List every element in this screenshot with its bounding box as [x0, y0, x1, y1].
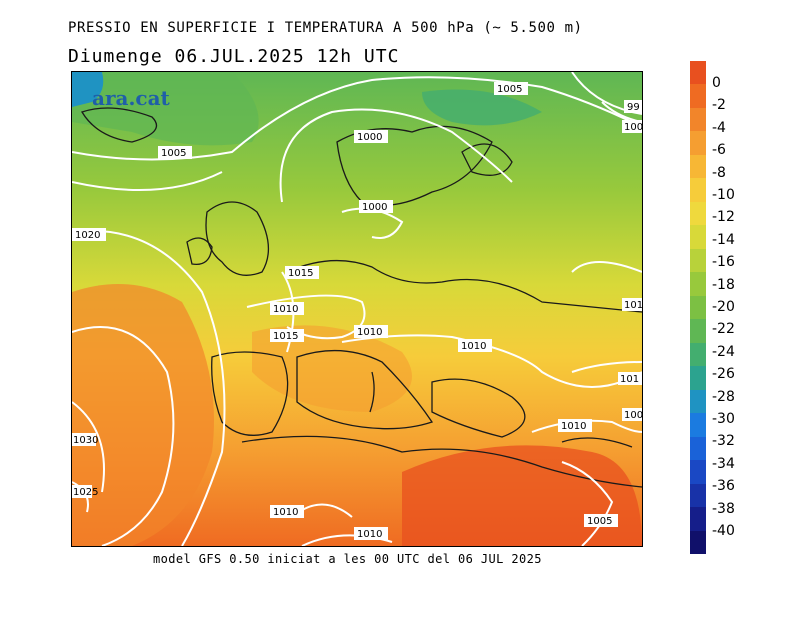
isobar-label: 101: [620, 374, 639, 385]
weather-map: 1005 1000 1005 1000 1020 1015 1010 1015 …: [71, 71, 643, 547]
colorbar-label: -6: [712, 142, 726, 159]
isobar-label: 1015: [273, 331, 298, 342]
temperature-colorbar: [690, 61, 706, 555]
colorbar-label: -40: [712, 523, 735, 539]
isobar-label: 1010: [357, 327, 382, 338]
cold-zone-north-sea: [422, 89, 542, 126]
colorbar-segment: [690, 483, 706, 508]
colorbar-label: -16: [712, 254, 735, 271]
colorbar-segment: [690, 107, 706, 132]
colorbar-segment: [690, 201, 706, 226]
colorbar-segment: [690, 225, 706, 250]
warm-zone-atlantic: [72, 284, 214, 546]
colorbar-segment: [690, 61, 706, 85]
cold-zone-north: [72, 72, 259, 146]
colorbar-segment: [690, 342, 706, 367]
colorbar-label: -4: [712, 119, 726, 136]
isobar-label: 1005: [587, 516, 612, 527]
colorbar-label: -8: [712, 164, 726, 181]
isobar-label: 101: [624, 300, 642, 311]
colorbar-label: -36: [712, 478, 735, 495]
colorbar-label: -10: [712, 187, 735, 203]
isobar-label: 100: [624, 122, 642, 133]
colorbar-segment: [690, 319, 706, 344]
isobar-label: 1030: [73, 435, 98, 446]
isobar-label: 1005: [161, 148, 186, 159]
colorbar-segment: [690, 436, 706, 461]
model-run-info: model GFS 0.50 iniciat a les 00 UTC del …: [153, 552, 542, 566]
isobar-label: 1025: [73, 487, 98, 498]
colorbar-label: -22: [712, 321, 735, 338]
coastlines: [81, 107, 642, 488]
isobar-label: 1005: [497, 84, 522, 95]
colorbar-label: -24: [712, 343, 735, 360]
map-canvas: 1005 1000 1005 1000 1020 1015 1010 1015 …: [72, 72, 642, 546]
isobar-label: 1000: [357, 132, 382, 143]
colorbar-segment: [690, 295, 706, 320]
map-date: Diumenge 06.JUL.2025 12h UTC: [68, 46, 400, 67]
isobar-label: 100: [624, 410, 642, 421]
isobar-label: 99: [627, 102, 640, 113]
colorbar-label: -12: [712, 209, 735, 226]
colorbar-segment: [690, 507, 706, 532]
colorbar-label: -28: [712, 388, 735, 405]
warm-zone-iberia: [252, 325, 412, 412]
colorbar-label: 0: [712, 75, 721, 91]
isobar-label: 1010: [461, 341, 486, 352]
map-title: PRESSIO EN SUPERFICIE I TEMPERATURA A 50…: [68, 20, 583, 36]
isobar-label: 1020: [75, 230, 100, 241]
colorbar-label: -14: [712, 231, 735, 248]
colorbar-segment: [690, 413, 706, 438]
colorbar-segment: [690, 366, 706, 391]
isobar-label: 1010: [357, 529, 382, 540]
colorbar-label: -34: [712, 455, 735, 472]
brand-logo: ara.cat: [92, 86, 170, 110]
isobar-labels: 1005 1000 1005 1000 1020 1015 1010 1015 …: [72, 82, 642, 540]
isobar-label: 1015: [288, 268, 313, 279]
colorbar-segment: [690, 389, 706, 414]
isobar-label: 1010: [273, 507, 298, 518]
colorbar-segment: [690, 248, 706, 273]
colorbar-segment: [690, 272, 706, 297]
colorbar-label: -2: [712, 97, 726, 114]
colorbar-label: -18: [712, 276, 735, 293]
colorbar-segment: [690, 131, 706, 156]
colorbar-segment: [690, 178, 706, 203]
isobar-label: 1010: [561, 421, 586, 432]
colorbar-label: -20: [712, 299, 735, 315]
colorbar-label: -38: [712, 500, 735, 517]
cold-core-northwest: [72, 72, 104, 107]
isobar-label: 1010: [273, 304, 298, 315]
colorbar-label: -30: [712, 411, 735, 427]
colorbar-segment: [690, 460, 706, 485]
colorbar-segment: [690, 154, 706, 179]
colorbar-segment: [690, 530, 706, 555]
colorbar-label: -32: [712, 433, 735, 450]
colorbar-label: -26: [712, 366, 735, 383]
isobar-label: 1000: [362, 202, 387, 213]
colorbar-segment: [690, 84, 706, 109]
